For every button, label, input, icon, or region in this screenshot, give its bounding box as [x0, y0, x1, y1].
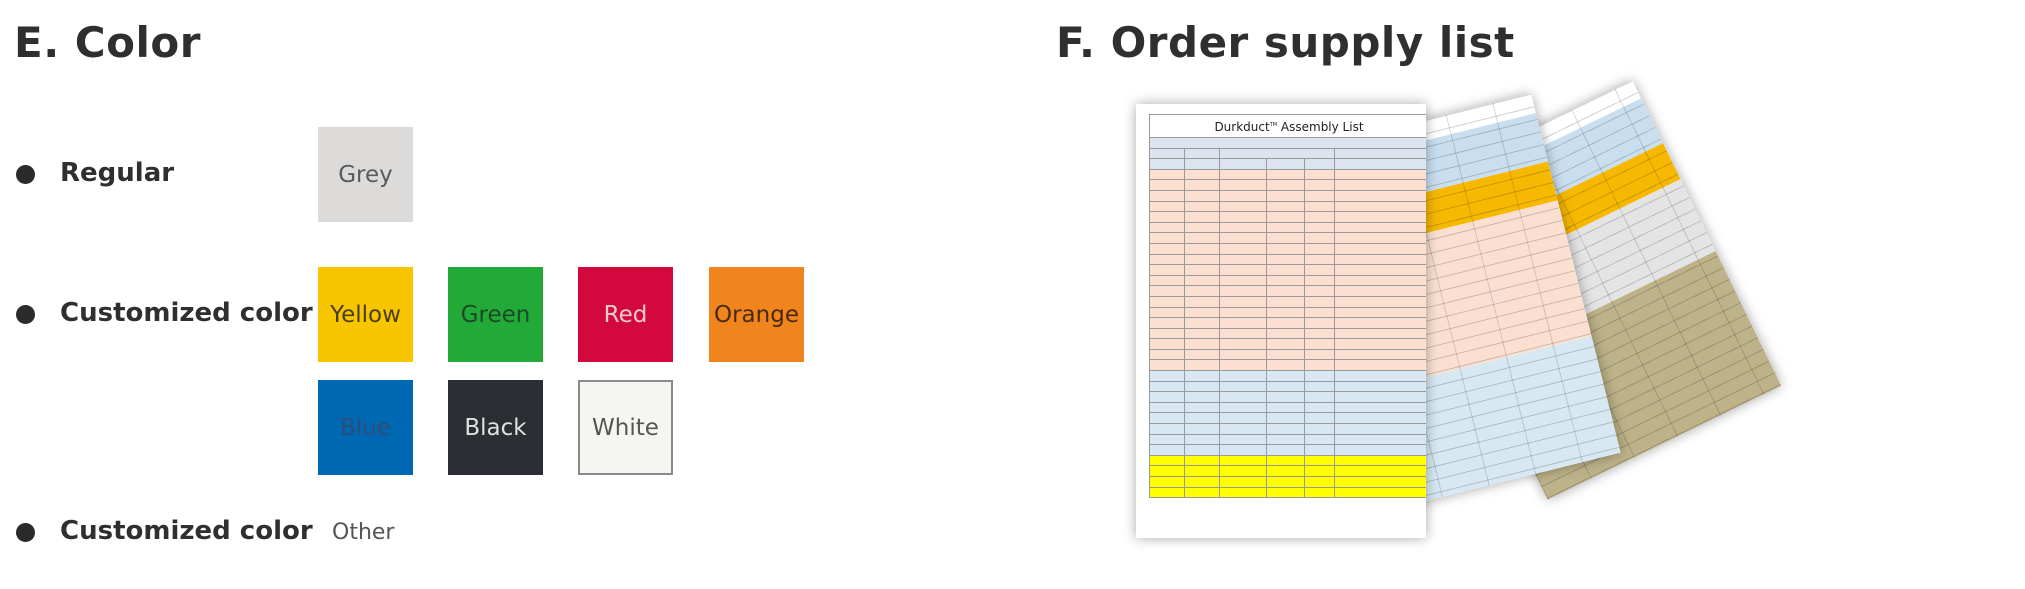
- swatch-label: Blue: [340, 414, 391, 441]
- color-section-title: E. Color: [14, 18, 201, 67]
- assembly-list-title-rest: Assembly List: [1280, 120, 1364, 134]
- assembly-list-sheet: DurkductTM Assembly List: [1136, 104, 1426, 538]
- swatch-orange: Orange: [709, 267, 804, 362]
- swatch-black: Black: [448, 380, 543, 475]
- swatch-label: Yellow: [330, 301, 401, 328]
- swatch-yellow: Yellow: [318, 267, 413, 362]
- assembly-list-table: DurkductTM Assembly List: [1148, 114, 1426, 499]
- swatch-label: White: [592, 414, 659, 441]
- bullet-icon: [16, 523, 35, 542]
- swatch-label: Grey: [338, 161, 393, 188]
- swatch-label: Orange: [714, 301, 799, 328]
- swatch-label: Black: [464, 414, 527, 441]
- swatch-blue: Blue: [318, 380, 413, 475]
- trademark-mark: TM: [1269, 122, 1278, 128]
- customized-color-other-label: Customized color: [60, 516, 313, 546]
- bullet-icon: [16, 165, 35, 184]
- order-section-title: F. Order supply list: [1056, 18, 1515, 67]
- regular-label: Regular: [60, 158, 175, 188]
- customized-color-label: Customized color: [60, 298, 313, 328]
- swatch-red: Red: [578, 267, 673, 362]
- swatch-grey: Grey: [318, 127, 413, 222]
- assembly-list-title-main: Durkduct: [1214, 120, 1270, 134]
- swatch-label: Green: [460, 301, 531, 328]
- other-color-text: Other: [332, 520, 395, 545]
- swatch-green: Green: [448, 267, 543, 362]
- bullet-icon: [16, 305, 35, 324]
- swatch-white: White: [578, 380, 673, 475]
- swatch-label: Red: [603, 301, 648, 328]
- assembly-list-title: DurkductTM Assembly List: [1149, 114, 1426, 138]
